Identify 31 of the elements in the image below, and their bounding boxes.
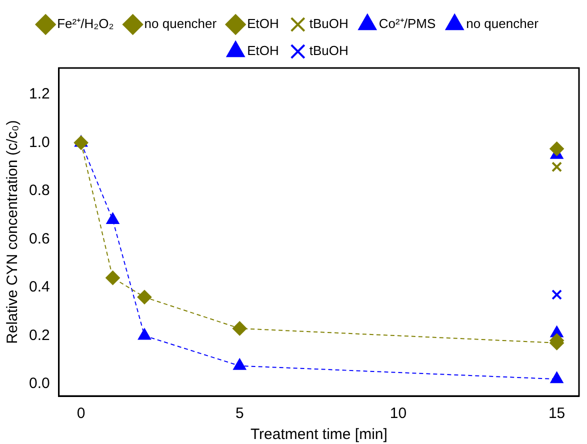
point — [550, 142, 564, 156]
legend-label: Co²⁺/PMS — [378, 16, 436, 32]
point — [552, 289, 562, 300]
x-tick-label: 0 — [76, 405, 86, 422]
x-tick-label: 5 — [235, 405, 244, 422]
point — [233, 358, 246, 370]
y-tick-label: 1.0 — [28, 134, 50, 151]
legend-label: Fe²⁺/H₂O₂ — [57, 16, 114, 32]
point — [138, 328, 151, 340]
point — [232, 321, 247, 336]
point — [550, 372, 563, 384]
point — [552, 162, 562, 172]
y-tick-label: 1.2 — [28, 86, 50, 103]
legend-label: EtOH — [247, 16, 279, 32]
point — [74, 136, 88, 150]
y-axis-title: Relative CYN concentration (c/c₀) — [4, 120, 22, 344]
x-tick-label: 10 — [390, 405, 407, 422]
y-tick-label: 0.4 — [28, 278, 50, 296]
legend-label: no quencher — [466, 16, 540, 32]
point — [137, 290, 152, 304]
x-tick-label: 15 — [548, 405, 566, 422]
legend-label: EtOH — [247, 43, 279, 58]
y-tick-label: 0.0 — [28, 375, 50, 392]
y-tick-label: 0.2 — [28, 326, 50, 344]
legend-label: no quencher — [144, 16, 218, 32]
legend-label: tBuOH — [309, 43, 348, 58]
y-tick-label: 0.6 — [28, 230, 50, 248]
legend-label: tBuOH — [309, 16, 348, 32]
point — [106, 270, 120, 285]
y-tick-label: 0.8 — [28, 182, 50, 200]
x-axis-title: Treatment time [min] — [250, 426, 388, 444]
